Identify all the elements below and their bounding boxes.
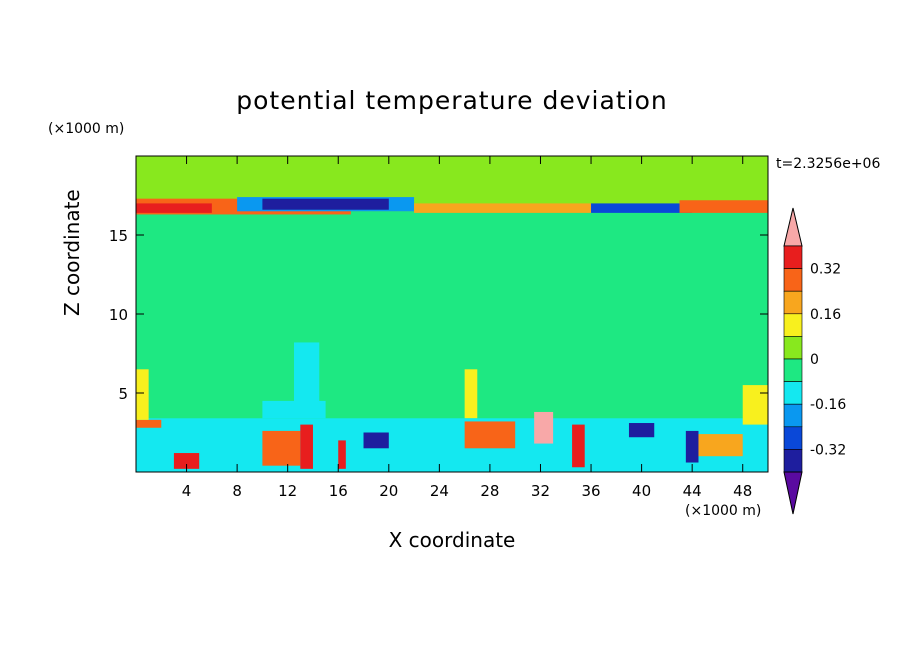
colorbar-bottom-arrow (783, 471, 803, 515)
field-region-16 (300, 424, 313, 469)
field-region-13 (136, 418, 768, 472)
x-tick-label-16: 16 (329, 482, 348, 500)
colorbar-label: -0.32 (810, 442, 846, 458)
colorbar-box-2 (783, 290, 803, 315)
field-region-10 (414, 203, 592, 213)
colorbar-top-arrow (783, 207, 803, 247)
field-region-5 (464, 369, 478, 419)
x-tick-label-36: 36 (581, 482, 600, 500)
x-tick-label-8: 8 (232, 482, 242, 500)
field-region-4 (262, 400, 326, 419)
colorbar-box-1 (783, 268, 803, 292)
field-region-25 (136, 419, 162, 428)
field-region-20 (534, 411, 554, 444)
field-region-24 (698, 434, 743, 457)
colorbar-box-3 (783, 313, 803, 337)
colorbar-label: 0.32 (810, 262, 841, 278)
y-axis-label: Z coordinate (60, 189, 84, 316)
field-region-9 (262, 198, 389, 210)
field-region-23 (685, 430, 699, 463)
x-unit-label: (×1000 m) (685, 503, 762, 519)
y-tick-label-5: 5 (118, 385, 128, 403)
colorbar-label: 0.16 (810, 307, 841, 323)
field-region-21 (572, 424, 585, 468)
chart-title: potential temperature deviation (236, 86, 668, 115)
x-tick-label-20: 20 (379, 482, 398, 500)
field-region-27 (136, 369, 149, 420)
field-region-17 (338, 440, 346, 469)
field-region-22 (628, 423, 655, 438)
field-region-2 (136, 227, 250, 420)
colorbar-label: 0 (810, 352, 819, 368)
colorbar-box-6 (783, 381, 803, 405)
field-region-18 (363, 432, 389, 449)
plot-area (136, 156, 768, 472)
x-tick-label-4: 4 (182, 482, 192, 500)
x-tick-label-24: 24 (430, 482, 449, 500)
field-region-15 (262, 430, 301, 466)
x-tick-label-12: 12 (278, 482, 297, 500)
field-region-19 (464, 421, 516, 449)
colorbar-box-4 (783, 336, 803, 360)
y-tick-label-10: 10 (109, 306, 128, 324)
colorbar-box-0 (783, 245, 803, 269)
colorbar-box-8 (783, 426, 803, 450)
x-tick-label-28: 28 (480, 482, 499, 500)
field-region-12 (679, 200, 768, 213)
time-label: t=2.3256e+06 (776, 156, 881, 172)
x-tick-label-40: 40 (632, 482, 651, 500)
colorbar-box-7 (783, 403, 803, 428)
x-tick-label-44: 44 (683, 482, 702, 500)
colorbar-box-9 (783, 449, 803, 473)
field-region-14 (173, 453, 200, 469)
colorbar: 0.32 0.16 0 -0.16 -0.32 (783, 207, 846, 515)
x-tick-label-32: 32 (531, 482, 550, 500)
field-region-26 (742, 385, 768, 425)
colorbar-box-5 (783, 358, 803, 382)
x-tick-label-48: 48 (733, 482, 752, 500)
field-region-7 (136, 203, 212, 213)
y-tick-label-15: 15 (109, 227, 128, 245)
y-unit-label: (×1000 m) (48, 121, 125, 137)
field-region-11 (591, 203, 693, 213)
x-axis-label: X coordinate (388, 528, 516, 552)
colorbar-label: -0.16 (810, 397, 846, 413)
